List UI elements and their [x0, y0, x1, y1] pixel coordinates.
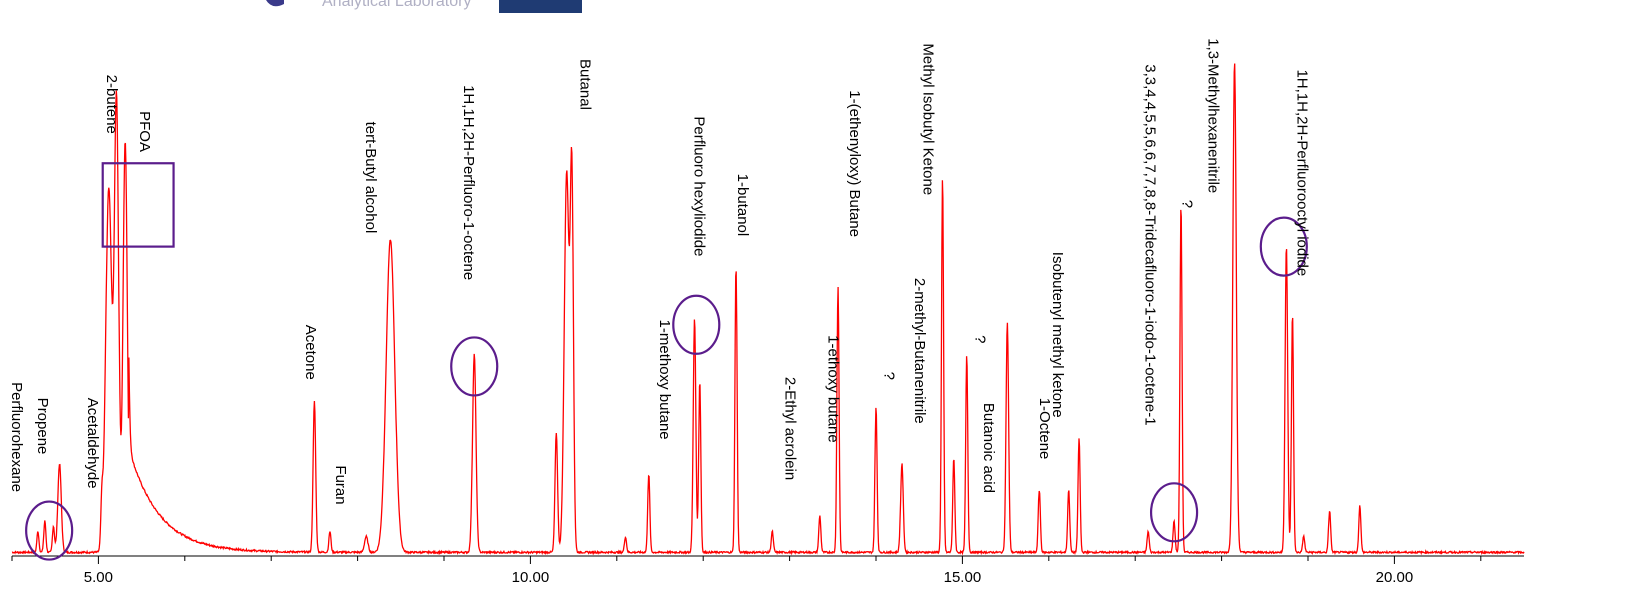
peak-label: 3,3,4,4,5,5,6,6,7,7,8,8-Tridecafluoro-1-…	[1142, 64, 1159, 425]
highlight-circle	[450, 336, 499, 397]
highlight-circle	[672, 294, 721, 355]
peak-label: Butanal	[577, 59, 594, 110]
peak-label: Isobutenyl methyl ketone	[1049, 252, 1066, 418]
x-tick-label: 10.00	[512, 569, 550, 586]
peak-label: Acetone	[302, 325, 319, 380]
peak-label: 1H,1H,2H-Perfluoro-1-octene	[460, 85, 477, 280]
x-tick-label: 5.00	[84, 569, 113, 586]
lab-logo-text: Analytical Laboratory	[322, 0, 471, 10]
peak-label: 1-butanol	[734, 174, 751, 237]
highlight-circle	[25, 500, 74, 561]
chromatogram-trace	[11, 63, 1525, 556]
peak-label: 1H,1H,2H-Perfluorooctyl iodide	[1294, 69, 1311, 276]
x-tick-label: 15.00	[944, 569, 982, 586]
x-tick-label: 20.00	[1376, 569, 1414, 586]
peak-label: Propene	[34, 398, 51, 455]
peak-label: Acetaldehyde	[84, 398, 101, 489]
peak-label: PFOA	[136, 111, 153, 152]
peak-label: 2-methyl-Butanenitrile	[911, 278, 928, 424]
peak-label: Furan	[332, 465, 349, 504]
highlight-box	[101, 162, 175, 248]
lab-logo-block	[499, 0, 582, 13]
peak-label: Methyl Isobutyl Ketone	[920, 43, 937, 195]
peak-label: 1-(ethenyloxy) Butane	[846, 90, 863, 237]
peak-label: tert-Butyl alcohol	[362, 122, 379, 234]
peak-label: 1,3-Methylhexanenitrile	[1205, 38, 1222, 193]
lab-logo: Analytical Laboratory	[266, 0, 582, 13]
peak-label: Perfluoro hexyliodide	[691, 116, 708, 256]
peak-label: ?	[971, 335, 988, 343]
peak-label: Perfluorohexane	[8, 382, 25, 492]
peak-label: 2-Ethyl acrolein	[781, 377, 798, 480]
peak-label: 1-methoxy butane	[656, 320, 673, 440]
peak-label: 1-ethoxy butane	[824, 335, 841, 443]
highlight-circle	[1149, 482, 1199, 543]
peak-label: ?	[1179, 200, 1196, 208]
highlight-circle	[1259, 216, 1308, 277]
peak-label: Butanoic acid	[980, 403, 997, 493]
peak-label: 1-Octene	[1036, 398, 1053, 460]
peak-label: 2-butene	[103, 75, 120, 134]
peak-label: ?	[881, 372, 898, 380]
lab-logo-mark	[266, 0, 284, 7]
